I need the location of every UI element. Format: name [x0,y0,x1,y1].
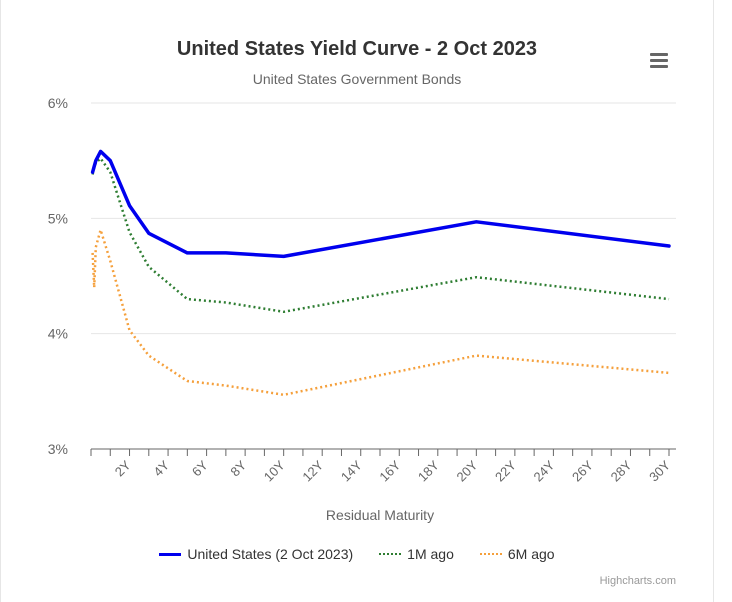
legend-symbol-1m-ago [379,553,402,555]
y-tick-label: 6% [48,95,68,111]
x-tick-label: 18Y [415,457,442,484]
y-tick-label: 3% [48,441,68,457]
x-tick-label: 30Y [646,457,673,484]
hamburger-menu-icon [650,59,668,62]
chart-legend: United States (2 Oct 2023) 1M ago 6M ago [0,546,714,562]
x-tick-label: 20Y [453,457,480,484]
x-axis-title: Residual Maturity [326,507,434,523]
chart-subtitle: United States Government Bonds [252,71,462,87]
hamburger-menu-icon [650,65,668,68]
legend-label-1m-ago: 1M ago [407,546,454,562]
x-tick-label: 16Y [376,457,403,484]
x-tick-label: 12Y [299,457,326,484]
x-tick-label: 28Y [608,457,635,484]
chart-title: United States Yield Curve - 2 Oct 2023 [176,38,538,60]
yield-curve-plot: 3% 4% 5% 6% 2Y 4Y 6Y 8Y 10Y 12Y 14Y 16Y 18Y 20Y 22Y 24Y… [48,95,676,523]
legend-label-6m-ago: 6M ago [507,546,555,562]
series-line-0 [90,149,671,259]
x-tick-label: 26Y [569,457,596,484]
x-tick-label: 8Y [227,457,249,479]
chart-menu-button[interactable] [646,50,672,72]
frame-right-border [713,0,714,602]
series-line-2 [91,228,670,397]
legend-label-current: United States (2 Oct 2023) [187,546,354,562]
legend-item-current[interactable]: United States (2 Oct 2023) [159,546,353,562]
x-tick-label: 24Y [531,457,558,484]
x-tick-label: 6Y [189,457,211,479]
hamburger-menu-icon [650,53,668,56]
y-tick-label: 4% [48,326,68,342]
y-tick-label: 5% [48,210,68,226]
x-tick-label: 4Y [150,457,172,479]
x-tick-label: 10Y [261,457,288,484]
x-tick-label: 14Y [338,457,365,484]
frame-left-border [0,0,1,602]
legend-item-6m-ago[interactable]: 6M ago [479,546,555,562]
highcharts-credits-link[interactable]: Highcharts.com [599,575,676,587]
legend-item-1m-ago[interactable]: 1M ago [379,546,454,562]
legend-symbol-current [159,552,182,556]
x-tick-label: 2Y [112,457,134,479]
x-tick-label: 22Y [492,457,519,484]
legend-symbol-6m-ago [479,553,502,555]
